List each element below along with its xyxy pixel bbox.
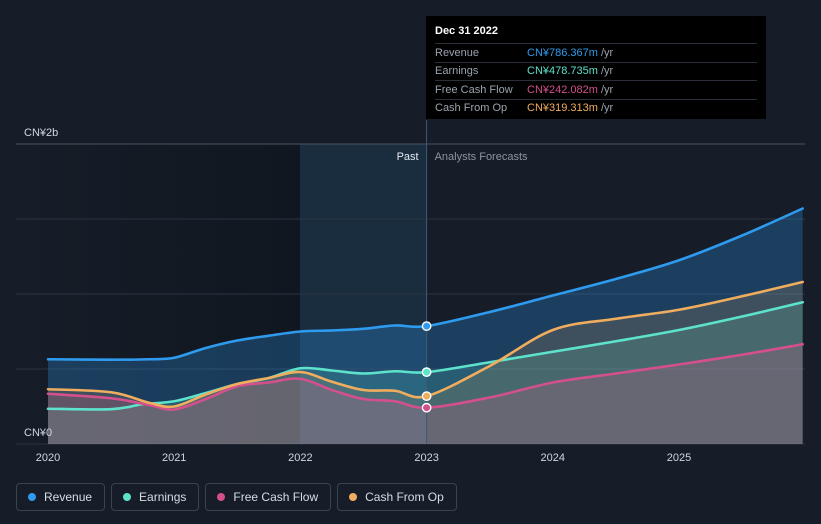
series-line	[46, 280, 804, 409]
tooltip-unit: /yr	[601, 65, 614, 78]
tooltip-row-earnings: Earnings CN¥478.735m /yr	[435, 61, 757, 81]
tooltip-value-wrap: CN¥478.735m /yr	[527, 65, 613, 77]
legend-label: Revenue	[44, 490, 93, 504]
x-tick-label: 2025	[667, 452, 691, 464]
legend-dot-icon	[349, 493, 358, 501]
legend-label: Cash From Op	[365, 490, 444, 504]
x-tick-label: 2020	[36, 452, 60, 464]
x-tick-label: 2021	[162, 452, 186, 464]
series-area	[48, 344, 803, 444]
x-tick-label: 2024	[541, 452, 565, 464]
series-area	[48, 282, 803, 444]
tooltip-unit: /yr	[601, 46, 614, 59]
tooltip-value-wrap: CN¥786.367m /yr	[527, 47, 613, 59]
y-tick-label-bottom: CN¥0	[24, 427, 52, 439]
tooltip-value: CN¥242.082m	[527, 83, 598, 96]
y-tick-label-top: CN¥2b	[24, 127, 58, 139]
legend: Revenue Earnings Free Cash Flow Cash Fro…	[16, 483, 457, 511]
hover-marker	[421, 367, 432, 378]
hover-marker	[421, 402, 432, 413]
x-tick-label: 2023	[414, 452, 438, 464]
tooltip-unit: /yr	[601, 83, 614, 96]
tooltip-row-revenue: Revenue CN¥786.367m /yr	[435, 43, 757, 62]
hover-marker	[421, 321, 432, 331]
tooltip: Dec 31 2022 Revenue CN¥786.367m /yr Earn…	[426, 16, 766, 119]
tooltip-label: Earnings	[435, 65, 479, 78]
tooltip-row-free-cash-flow: Free Cash Flow CN¥242.082m /yr	[435, 80, 757, 99]
legend-label: Earnings	[139, 490, 187, 504]
gridlines	[16, 143, 805, 445]
forecast-label: Analysts Forecasts	[435, 151, 528, 163]
legend-item-revenue[interactable]: Revenue	[16, 483, 106, 511]
tooltip-row-cash-from-op: Cash From Op CN¥319.313m /yr	[435, 98, 757, 118]
series-line	[46, 300, 804, 411]
tooltip-value-wrap: CN¥242.082m /yr	[527, 84, 613, 96]
tooltip-label: Free Cash Flow	[435, 83, 513, 96]
hover-marker	[421, 391, 432, 402]
series-line	[46, 342, 804, 411]
x-tick-label: 2022	[288, 452, 312, 464]
tooltip-value: CN¥786.367m	[527, 46, 598, 59]
legend-item-earnings[interactable]: Earnings	[111, 483, 200, 511]
legend-item-cash-from-op[interactable]: Cash From Op	[337, 483, 457, 511]
tooltip-unit: /yr	[601, 102, 614, 115]
series-lines	[46, 207, 804, 411]
legend-dot-icon	[217, 493, 226, 501]
legend-label: Free Cash Flow	[233, 490, 319, 504]
x-axis-ticks: 2020 2021 2022 2023 2024 2025	[36, 452, 691, 464]
tooltip-label: Cash From Op	[435, 102, 508, 115]
tooltip-date: Dec 31 2022	[435, 25, 498, 37]
tooltip-value-wrap: CN¥319.313m /yr	[527, 102, 613, 114]
tooltip-label: Revenue	[435, 46, 480, 59]
tooltip-value: CN¥478.735m	[527, 65, 598, 78]
legend-dot-icon	[28, 493, 36, 501]
hover-markers	[421, 321, 432, 413]
series-line	[46, 207, 804, 362]
past-label: Past	[397, 151, 419, 163]
legend-item-free-cash-flow[interactable]: Free Cash Flow	[205, 483, 332, 511]
legend-dot-icon	[123, 493, 132, 501]
tooltip-value: CN¥319.313m	[527, 102, 598, 115]
